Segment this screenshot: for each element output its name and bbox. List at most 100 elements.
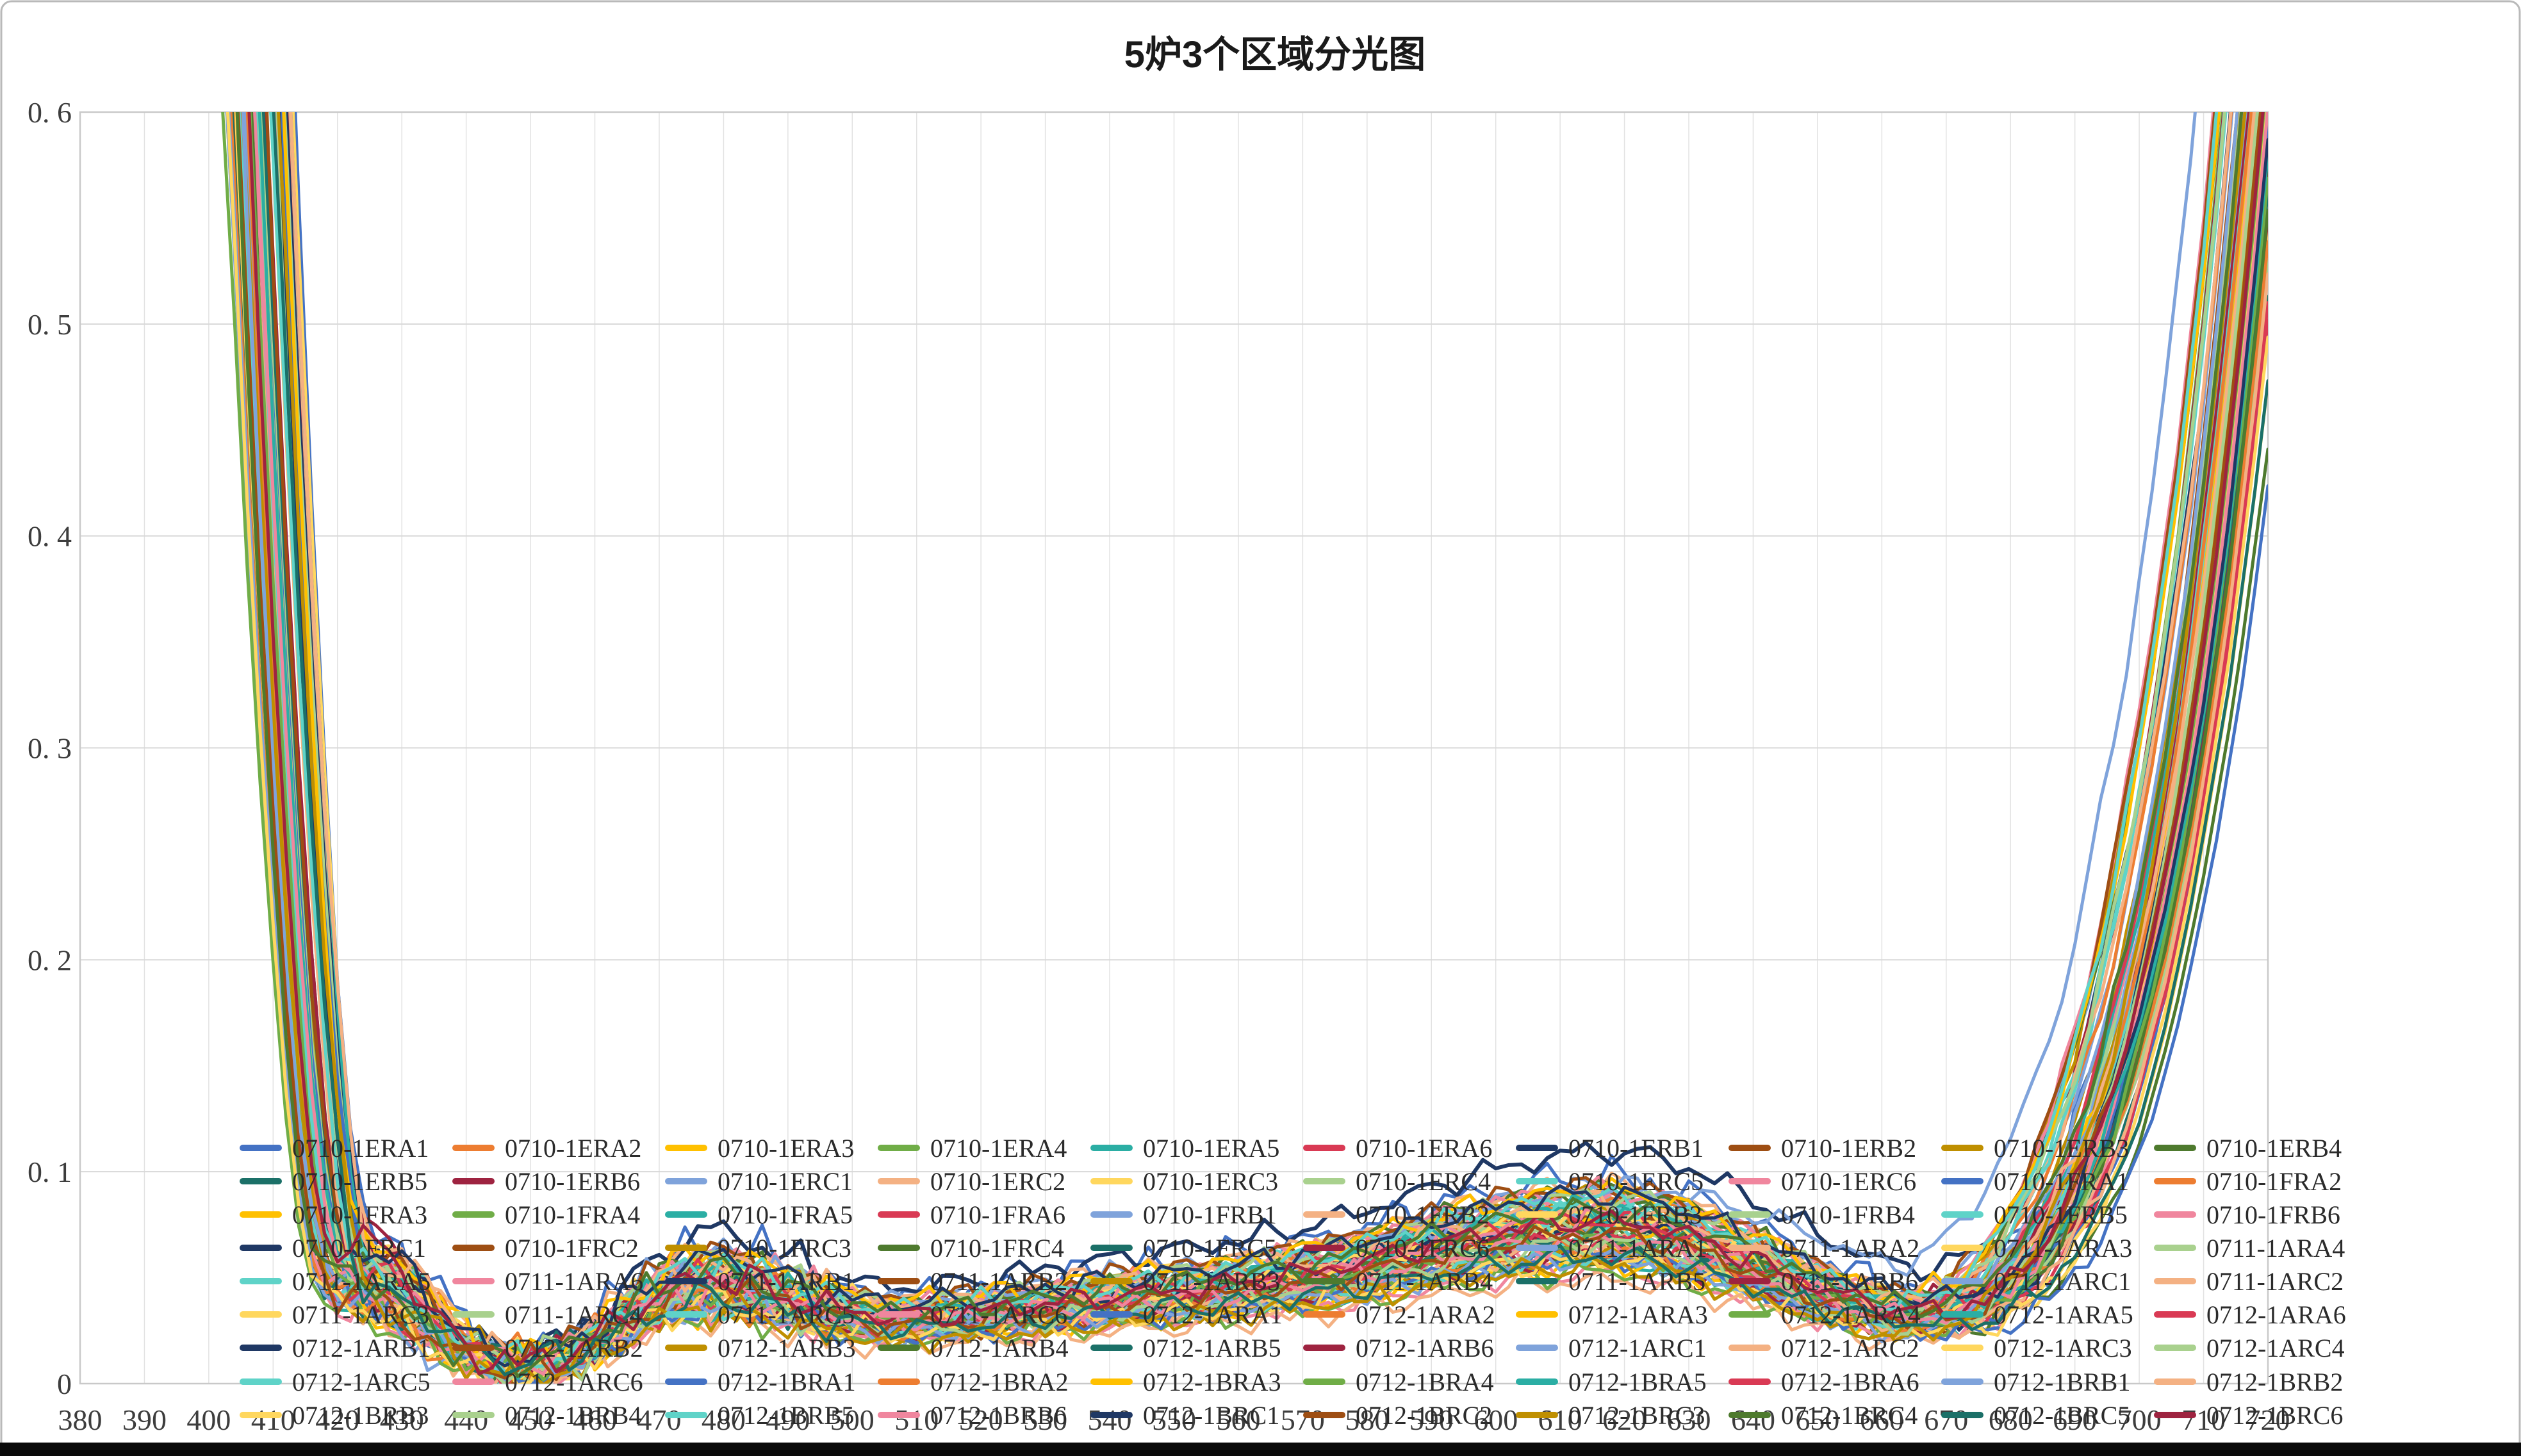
legend-item: 0710-1FRB5: [1941, 1200, 2128, 1229]
legend-item: 0712-1ARB1: [240, 1334, 431, 1362]
legend-label: 0711-1ARB3: [1143, 1267, 1280, 1296]
legend-marker: [1729, 1412, 1771, 1418]
legend-label: 0710-1ERB5: [292, 1167, 427, 1196]
legend-item: 0712-1ARA4: [1729, 1300, 1921, 1329]
legend-item: 0712-1ARC2: [1729, 1334, 1919, 1362]
x-axis-tick-label: 380: [58, 1403, 103, 1436]
legend-marker: [1303, 1412, 1345, 1418]
legend-label: 0710-1FRC5: [1143, 1234, 1277, 1263]
legend-label: 0711-1ARC1: [1994, 1267, 2131, 1296]
legend-marker: [1729, 1378, 1771, 1385]
legend-marker: [665, 1145, 707, 1151]
legend-item: 0712-1ARA6: [2154, 1300, 2346, 1329]
legend-item: 0712-1ARC3: [1941, 1334, 2132, 1362]
chart-legend: 0710-1ERA1 0710-1ERA2 0710-1ERA3 0710-1ERA4…: [240, 1134, 2346, 1430]
legend-label: 0712-1BRB6: [930, 1401, 1067, 1430]
legend-marker: [1303, 1211, 1345, 1218]
legend-marker: [1941, 1311, 1983, 1318]
legend-label: 0711-1ARA1: [1568, 1234, 1707, 1263]
legend-item: 0712-1BRC5: [1941, 1401, 2130, 1430]
legend-label: 0712-1BRC3: [1568, 1401, 1705, 1430]
legend-label: 0712-1BRA2: [930, 1368, 1069, 1396]
x-axis-tick-label: 620: [1602, 1403, 1646, 1436]
legend-label: 0710-1ERC2: [930, 1167, 1065, 1196]
legend-label: 0710-1ERA5: [1143, 1134, 1279, 1163]
legend-marker: [1516, 1345, 1558, 1351]
legend-label: 0711-1ARB4: [1356, 1267, 1493, 1296]
legend-marker: [878, 1412, 920, 1418]
legend-marker: [452, 1278, 495, 1284]
legend-item: 0712-1BRA5: [1516, 1368, 1707, 1396]
legend-label: 0711-1ARA6: [505, 1267, 643, 1296]
legend-label: 0710-1ERB4: [2206, 1134, 2342, 1163]
legend-label: 0712-1ARB6: [1356, 1334, 1494, 1362]
y-axis-tick-label: 0. 2: [28, 944, 72, 976]
x-axis-tick-label: 430: [380, 1403, 424, 1436]
legend-label: 0712-1BRC6: [2206, 1401, 2343, 1430]
legend-item: 0710-1FRC2: [452, 1234, 639, 1263]
x-axis-tick-label: 630: [1667, 1403, 1711, 1436]
legend-item: 0710-1ERA4: [878, 1134, 1067, 1163]
axis-labels: 380 390 400 410 420 430 440 450 460 470 480 490 500 5…: [28, 96, 2290, 1436]
legend-marker: [1303, 1178, 1345, 1184]
legend-item: 0710-1FRB4: [1729, 1200, 1915, 1229]
legend-marker: [1729, 1178, 1771, 1184]
x-axis-tick-label: 420: [315, 1403, 359, 1436]
legend-item: 0712-1ARB5: [1090, 1334, 1281, 1362]
x-axis-tick-label: 560: [1216, 1403, 1260, 1436]
x-axis-tick-label: 720: [2246, 1403, 2290, 1436]
legend-item: 0712-1BRC3: [1516, 1401, 1705, 1430]
legend-item: 0710-1ERC3: [1090, 1167, 1278, 1196]
legend-marker: [1303, 1145, 1345, 1151]
legend-item: 0710-1ERA3: [665, 1134, 854, 1163]
legend-label: 0712-1BRA4: [1356, 1368, 1494, 1396]
legend-marker: [665, 1345, 707, 1351]
legend-marker: [665, 1278, 707, 1284]
legend-marker: [240, 1378, 282, 1385]
legend-item: 0710-1ERA1: [240, 1134, 429, 1163]
legend-marker: [878, 1345, 920, 1351]
legend-marker: [665, 1178, 707, 1184]
legend-item: 0710-1FRB1: [1090, 1200, 1277, 1229]
legend-label: 0712-1ARA4: [1781, 1300, 1921, 1329]
x-axis-tick-label: 640: [1731, 1403, 1775, 1436]
legend-marker: [240, 1412, 282, 1418]
legend-item: 0712-1BRB1: [1941, 1368, 2130, 1396]
legend-marker: [1303, 1245, 1345, 1251]
legend-label: 0710-1ERC4: [1356, 1167, 1491, 1196]
legend-item: 0712-1ARC4: [2154, 1334, 2345, 1362]
legend-marker: [1941, 1345, 1983, 1351]
legend-label: 0710-1FRC3: [718, 1234, 851, 1263]
legend-item: 0712-1BRC4: [1729, 1401, 1917, 1430]
legend-marker: [1729, 1278, 1771, 1284]
x-axis-tick-label: 510: [894, 1403, 939, 1436]
legend-label: 0710-1FRB3: [1568, 1200, 1702, 1229]
x-axis-tick-label: 540: [1088, 1403, 1132, 1436]
x-axis-tick-label: 530: [1023, 1403, 1067, 1436]
legend-marker: [1941, 1278, 1983, 1284]
x-axis-tick-label: 570: [1281, 1403, 1325, 1436]
legend-item: 0712-1BRA1: [665, 1368, 856, 1396]
legend-label: 0712-1BRA5: [1568, 1368, 1707, 1396]
x-axis-tick-label: 440: [444, 1403, 488, 1436]
legend-marker: [240, 1311, 282, 1318]
legend-marker: [665, 1378, 707, 1385]
legend-item: 0712-1BRB4: [452, 1401, 641, 1430]
legend-marker: [240, 1211, 282, 1218]
legend-label: 0710-1FRB6: [2206, 1200, 2340, 1229]
legend-item: 0711-1ARB4: [1303, 1267, 1493, 1296]
legend-marker: [665, 1211, 707, 1218]
legend-marker: [240, 1178, 282, 1184]
legend-item: 0712-1ARC6: [452, 1368, 643, 1396]
legend-item: 0710-1ERC5: [1516, 1167, 1704, 1196]
legend-item: 0710-1ERB5: [240, 1167, 427, 1196]
legend-item: 0711-1ARB6: [1729, 1267, 1918, 1296]
legend-label: 0711-1ARC4: [505, 1300, 642, 1329]
legend-item: 0711-1ARC1: [1941, 1267, 2131, 1296]
legend-marker: [665, 1245, 707, 1251]
legend-label: 0712-1ARB1: [292, 1334, 431, 1362]
legend-item: 0712-1BRC1: [1090, 1401, 1279, 1430]
legend-label: 0712-1ARA5: [1994, 1300, 2133, 1329]
legend-marker: [1303, 1311, 1345, 1318]
legend-marker: [878, 1178, 920, 1184]
